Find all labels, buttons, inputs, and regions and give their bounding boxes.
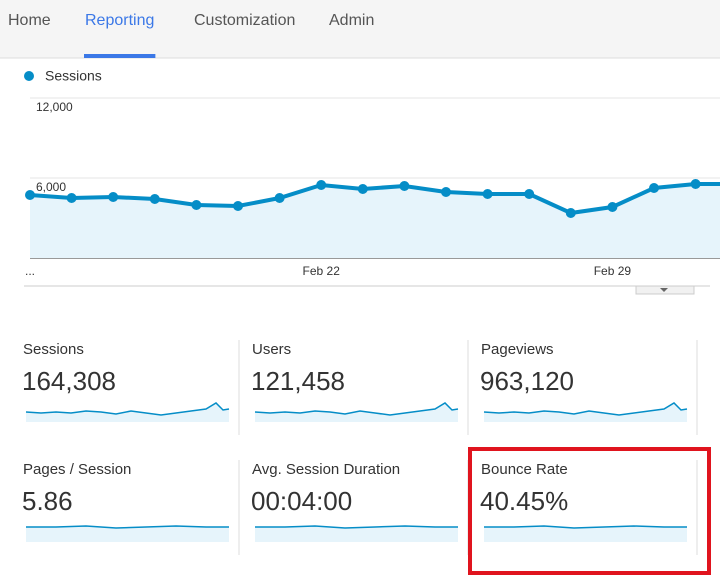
metric-value: 963,120 — [480, 366, 574, 396]
sparkline — [25, 402, 230, 423]
point[interactable] — [108, 192, 119, 202]
point[interactable] — [524, 189, 535, 199]
highlight-box — [468, 447, 711, 575]
nav-tab[interactable]: Admin — [329, 12, 374, 29]
point[interactable] — [274, 193, 285, 203]
y-tick-label: 12,000 — [36, 100, 73, 114]
line — [29, 182, 720, 216]
nav-tab[interactable]: Home — [8, 12, 51, 29]
metric-label[interactable]: Users — [252, 341, 291, 358]
sparkline — [483, 402, 688, 423]
metric-value: 5.86 — [22, 486, 73, 516]
point[interactable] — [607, 202, 618, 212]
point[interactable] — [357, 184, 368, 194]
nav-tab[interactable]: Reporting — [85, 12, 154, 29]
nav-tab[interactable]: Customization — [194, 12, 295, 29]
point[interactable] — [399, 181, 410, 191]
metric-label[interactable]: Avg. Session Duration — [252, 461, 400, 478]
sparkline — [25, 525, 230, 543]
x-tick-label: Feb 22 — [303, 264, 341, 278]
area — [30, 184, 720, 258]
nav-bar — [0, 0, 720, 58]
point[interactable] — [482, 189, 493, 199]
metrics: Sessions 164,308 Users 121,458 Pageviews 963,… — [22, 340, 711, 575]
sparkline — [483, 525, 688, 543]
y-tick-label: 6,000 — [36, 180, 66, 194]
point[interactable] — [66, 193, 77, 203]
metric-value: 121,458 — [251, 366, 345, 396]
point[interactable] — [649, 183, 659, 193]
point[interactable] — [149, 194, 160, 204]
point[interactable] — [233, 201, 243, 211]
metric-label[interactable]: Bounce Rate — [481, 461, 568, 478]
metric-label[interactable]: Pages / Session — [23, 461, 131, 478]
metric-label[interactable]: Pageviews — [481, 341, 554, 358]
metric-value: 40.45% — [480, 486, 568, 516]
point[interactable] — [690, 179, 701, 189]
metric-value: 164,308 — [22, 366, 116, 396]
collapse-icon — [660, 288, 668, 292]
metric-label[interactable]: Sessions — [23, 341, 84, 358]
nav: Home Reporting Customization Admin — [8, 12, 374, 58]
point[interactable] — [191, 200, 202, 210]
x-tick-label: Feb 29 — [594, 264, 632, 278]
active-indicator — [84, 54, 156, 58]
sparkline — [254, 402, 459, 423]
point[interactable] — [25, 190, 35, 200]
point[interactable] — [316, 180, 327, 190]
x-tick-label: ... — [25, 264, 35, 278]
sparkline — [254, 525, 459, 543]
point[interactable] — [441, 187, 451, 197]
chart: Sessions 6,000 12,000... Feb 22 Feb 29 — [24, 68, 720, 278]
legend-dot — [24, 71, 34, 81]
legend-label: Sessions — [45, 68, 102, 84]
metric-value: 00:04:00 — [251, 486, 352, 516]
point[interactable] — [565, 208, 576, 218]
